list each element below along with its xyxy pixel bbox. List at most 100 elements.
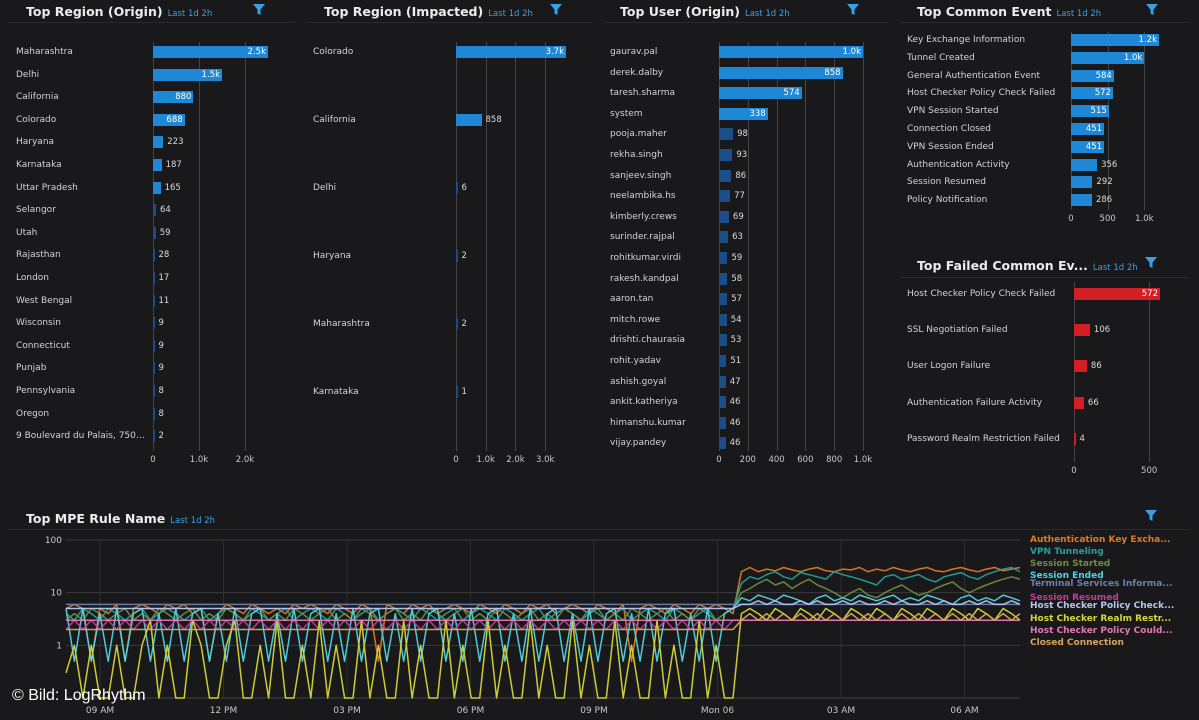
bar[interactable] bbox=[1071, 34, 1159, 46]
legend-item[interactable]: Host Checker Realm Restr... bbox=[1030, 614, 1171, 624]
bar[interactable] bbox=[153, 226, 156, 239]
bar[interactable] bbox=[153, 430, 155, 443]
legend-item[interactable]: Terminal Services Informa... bbox=[1030, 579, 1173, 589]
bar[interactable] bbox=[719, 355, 727, 367]
time-range[interactable]: Last 1d 2h bbox=[167, 9, 213, 19]
bar[interactable] bbox=[1074, 396, 1084, 409]
bar[interactable] bbox=[719, 396, 726, 409]
bar[interactable] bbox=[153, 294, 155, 307]
bar[interactable] bbox=[153, 91, 194, 104]
panel-top-common-event: Top Common Event Last 1d 2h 0 500 1.0k Key E… bbox=[0, 0, 1199, 240]
panel-title: Top Region (Origin) Last 1d 2h bbox=[26, 4, 213, 19]
bar[interactable] bbox=[719, 416, 726, 429]
legend-item[interactable]: Session Resumed bbox=[1030, 593, 1119, 603]
bar[interactable] bbox=[153, 136, 164, 149]
bar[interactable] bbox=[719, 252, 728, 264]
grid-line bbox=[545, 42, 547, 451]
filter-icon[interactable] bbox=[847, 4, 859, 16]
grid-line bbox=[199, 42, 200, 451]
time-range[interactable]: Last 1d 2h bbox=[1092, 263, 1138, 273]
legend-item[interactable]: Host Checker Policy Could... bbox=[1030, 626, 1173, 636]
bar[interactable] bbox=[719, 334, 727, 347]
bar-value-label: 292 bbox=[1096, 177, 1113, 188]
filter-icon[interactable] bbox=[550, 4, 562, 16]
bar[interactable] bbox=[1071, 51, 1145, 64]
time-range[interactable]: Last 1d 2h bbox=[170, 516, 216, 526]
bar[interactable] bbox=[719, 293, 728, 306]
legend-item[interactable]: Closed Connection bbox=[1030, 638, 1124, 648]
bar[interactable] bbox=[719, 313, 727, 326]
filter-icon[interactable] bbox=[1145, 510, 1157, 522]
bar[interactable] bbox=[153, 204, 156, 217]
axis-tick-label: 03 AM bbox=[827, 706, 855, 716]
bar[interactable] bbox=[456, 250, 458, 262]
bar[interactable] bbox=[456, 182, 458, 194]
bar[interactable] bbox=[719, 128, 734, 141]
bar[interactable] bbox=[456, 114, 482, 126]
bar[interactable] bbox=[719, 107, 768, 120]
grid-line bbox=[1144, 32, 1146, 210]
bar[interactable] bbox=[1071, 140, 1105, 153]
filter-icon[interactable] bbox=[1146, 4, 1158, 16]
bar[interactable] bbox=[153, 272, 155, 284]
bar[interactable] bbox=[1071, 69, 1114, 82]
bar[interactable] bbox=[153, 249, 155, 262]
legend-item[interactable]: Host Checker Policy Check... bbox=[1030, 601, 1174, 611]
bar[interactable] bbox=[719, 231, 729, 244]
bar[interactable] bbox=[1071, 123, 1105, 135]
legend-item[interactable]: VPN Tunneling bbox=[1030, 547, 1104, 557]
bar[interactable] bbox=[153, 181, 161, 194]
series-line bbox=[66, 612, 1021, 631]
bar[interactable] bbox=[153, 317, 155, 330]
bar[interactable] bbox=[719, 169, 732, 182]
bar[interactable] bbox=[719, 375, 726, 388]
bar[interactable] bbox=[719, 437, 726, 450]
axis-tick-label: 0 bbox=[453, 455, 459, 465]
bar[interactable] bbox=[719, 210, 729, 223]
bar[interactable] bbox=[719, 149, 733, 161]
bar[interactable] bbox=[153, 385, 155, 397]
bar[interactable] bbox=[1071, 105, 1109, 118]
bar[interactable] bbox=[719, 46, 863, 58]
bar[interactable] bbox=[153, 113, 185, 126]
time-range[interactable]: Last 1d 2h bbox=[1056, 9, 1102, 19]
bar[interactable] bbox=[153, 339, 155, 352]
bar[interactable] bbox=[1074, 432, 1076, 445]
bar-value-label: 46 bbox=[729, 397, 741, 408]
bar[interactable] bbox=[153, 407, 155, 420]
bar[interactable] bbox=[456, 386, 458, 398]
bar[interactable] bbox=[1074, 324, 1090, 337]
bar[interactable] bbox=[719, 87, 802, 100]
bar-value-label: 880 bbox=[175, 92, 192, 103]
bar[interactable] bbox=[1071, 176, 1093, 189]
bar[interactable] bbox=[153, 362, 155, 375]
bar-value-label: 338 bbox=[749, 108, 766, 119]
grid-line bbox=[805, 42, 807, 451]
bar[interactable] bbox=[1074, 360, 1087, 373]
bar[interactable] bbox=[719, 66, 843, 79]
bar[interactable] bbox=[1071, 158, 1098, 171]
legend-item[interactable]: Session Ended bbox=[1030, 571, 1104, 581]
bar-value-label: 858 bbox=[824, 67, 841, 78]
bar[interactable] bbox=[153, 46, 268, 58]
bar[interactable] bbox=[1071, 194, 1092, 207]
bar[interactable] bbox=[1071, 87, 1113, 100]
bar[interactable] bbox=[1074, 288, 1160, 300]
filter-icon[interactable] bbox=[253, 4, 265, 16]
legend-item[interactable]: Authentication Key Excha... bbox=[1030, 535, 1170, 545]
axis-tick-label: 2.0k bbox=[235, 455, 255, 465]
legend-item[interactable]: Session Started bbox=[1030, 559, 1110, 569]
bar[interactable] bbox=[719, 190, 731, 203]
time-range[interactable]: Last 1d 2h bbox=[744, 9, 790, 19]
time-range[interactable]: Last 1d 2h bbox=[488, 9, 533, 19]
bar[interactable] bbox=[153, 159, 162, 171]
filter-icon[interactable] bbox=[1145, 257, 1157, 269]
bar-value-label: 2 bbox=[461, 319, 467, 329]
bar[interactable] bbox=[719, 272, 728, 285]
bar[interactable] bbox=[456, 46, 566, 58]
bar[interactable] bbox=[456, 318, 458, 330]
axis-tick-label: Mon 06 bbox=[701, 706, 735, 716]
series-line bbox=[65, 619, 1020, 631]
axis-tick-label: 1.0k bbox=[189, 455, 209, 465]
bar[interactable] bbox=[153, 68, 222, 81]
